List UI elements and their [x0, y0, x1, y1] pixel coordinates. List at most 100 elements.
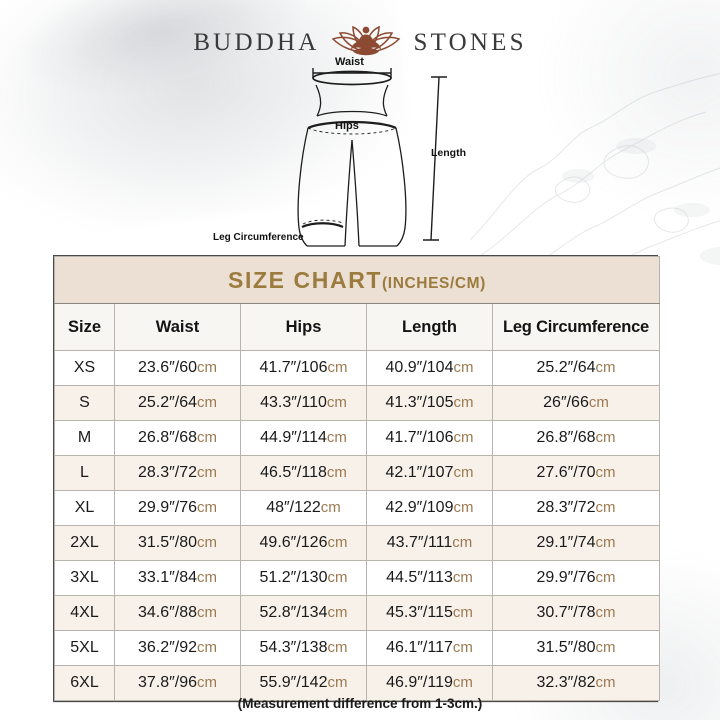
cell-waist-unit: cm: [197, 534, 218, 551]
cell-leg-circumference: 30.7″/78cm: [492, 595, 660, 631]
table-row: 5XL 36.2″/92cm 54.3″/138cm 46.1″/117cm 31.5″…: [54, 630, 660, 666]
garment-measurement-diagram: Waist Hips Length Leg Circumference: [195, 52, 495, 252]
cell-length-unit: cm: [452, 604, 473, 621]
cell-length-unit: cm: [453, 359, 474, 376]
cell-length-inches: 46.9″/119: [386, 674, 453, 691]
cell-leg-circumference-inches: 27.6″/70: [536, 464, 596, 481]
cell-waist-unit: cm: [197, 499, 218, 516]
cell-leg-circumference: 29.1″/74cm: [492, 525, 660, 561]
cell-waist-inches: 26.8″/68: [137, 429, 198, 446]
cell-length: 46.1″/117cm: [366, 630, 493, 666]
cell-length-inches: 42.1″/107: [385, 464, 454, 481]
cell-size: S: [54, 385, 115, 421]
cell-length-unit: cm: [453, 394, 474, 411]
cell-waist-unit: cm: [197, 464, 218, 481]
cell-waist: 31.5″/80cm: [114, 525, 241, 561]
brand-name-left: BUDDHA: [193, 29, 320, 56]
column-header-leg-circumference: Leg Circumference: [492, 303, 660, 351]
cell-length: 43.7″/111cm: [366, 525, 493, 561]
cell-length: 41.3″/105cm: [366, 385, 493, 421]
cell-waist-inches: 33.1″/84: [137, 569, 198, 586]
cell-hips-inches: 44.9″/114: [260, 429, 327, 446]
cell-length-inches: 46.1″/117: [386, 639, 453, 656]
cell-leg-circumference-unit: cm: [588, 394, 609, 411]
size-chart-body: XS 23.6″/60cm 41.7″/106cm 40.9″/104cm 25.2″/…: [54, 350, 660, 701]
cell-length-inches: 42.9″/109: [385, 499, 454, 516]
cell-waist-unit: cm: [197, 639, 218, 656]
table-row: 3XL 33.1″/84cm 51.2″/130cm 44.5″/113cm 29.9″…: [54, 560, 660, 596]
brand-logo-lockup: BUDDHA: [0, 18, 720, 68]
cell-hips-inches: 52.8″/134: [259, 604, 328, 621]
table-row: S 25.2″/64cm 43.3″/110cm 41.3″/105cm 26″/66c…: [54, 385, 660, 421]
cell-waist-inches: 31.5″/80: [137, 534, 198, 551]
cell-hips-inches: 55.9″/142: [259, 674, 328, 691]
measurement-footnote: (Measurement difference from 1-3cm.): [237, 696, 483, 711]
cell-leg-circumference: 26″/66cm: [492, 385, 660, 421]
table-row: L 28.3″/72cm 46.5″/118cm 42.1″/107cm 27.6″/7…: [54, 455, 660, 491]
cell-length: 45.3″/115cm: [366, 595, 493, 631]
table-row: 2XL 31.5″/80cm 49.6″/126cm 43.7″/111cm 29.1″…: [54, 525, 660, 561]
cell-length-unit: cm: [452, 674, 473, 691]
cell-size: 3XL: [54, 560, 115, 596]
cell-size: 4XL: [54, 595, 115, 631]
cell-length-inches: 45.3″/115: [386, 604, 453, 621]
cell-length-unit: cm: [452, 569, 473, 586]
cell-leg-circumference-unit: cm: [595, 569, 616, 586]
cell-hips-unit: cm: [326, 464, 347, 481]
cell-length-unit: cm: [453, 429, 474, 446]
cell-length: 40.9″/104cm: [366, 350, 493, 386]
column-header-row: Size Waist Hips Length Leg Circumference: [54, 303, 660, 351]
cell-leg-circumference: 32.3″/82cm: [492, 665, 660, 701]
cell-leg-circumference: 25.2″/64cm: [492, 350, 660, 386]
lotus-meditation-icon: [332, 25, 401, 56]
cell-hips-inches: 41.7″/106: [259, 359, 328, 376]
cell-leg-circumference-inches: 29.9″/76: [536, 569, 596, 586]
cell-leg-circumference-inches: 31.5″/80: [536, 639, 596, 656]
cell-waist-inches: 34.6″/88: [137, 604, 198, 621]
cell-length-unit: cm: [453, 499, 474, 516]
cell-waist-inches: 36.2″/92: [137, 639, 198, 656]
cell-leg-circumference-inches: 25.2″/64: [536, 359, 596, 376]
cell-size: M: [54, 420, 115, 456]
cell-waist-inches: 29.9″/76: [137, 499, 198, 516]
cell-hips-unit: cm: [327, 534, 348, 551]
cell-waist: 34.6″/88cm: [114, 595, 241, 631]
cell-hips-unit: cm: [327, 604, 348, 621]
cell-size: L: [54, 455, 115, 491]
cell-hips: 43.3″/110cm: [240, 385, 367, 421]
cell-hips-unit: cm: [320, 499, 341, 516]
cell-waist: 33.1″/84cm: [114, 560, 241, 596]
cell-hips-inches: 54.3″/138: [259, 639, 328, 656]
table-row: 4XL 34.6″/88cm 52.8″/134cm 45.3″/115cm 30.7″…: [54, 595, 660, 631]
cell-hips: 55.9″/142cm: [240, 665, 367, 701]
cell-hips: 54.3″/138cm: [240, 630, 367, 666]
cell-leg-circumference-inches: 26″/66: [543, 394, 589, 411]
chart-title-main: SIZE CHART: [228, 266, 383, 293]
cell-leg-circumference: 27.6″/70cm: [492, 455, 660, 491]
cell-waist-unit: cm: [197, 604, 218, 621]
diagram-label-leg-circumference: Leg Circumference: [213, 232, 304, 243]
cell-hips: 49.6″/126cm: [240, 525, 367, 561]
cell-hips-inches: 49.6″/126: [259, 534, 328, 551]
table-row: XL 29.9″/76cm 48″/122cm 42.9″/109cm 28.3″/72…: [54, 490, 660, 526]
cell-length-inches: 43.7″/111: [386, 534, 453, 551]
cell-waist-unit: cm: [197, 394, 218, 411]
cell-leg-circumference-unit: cm: [595, 604, 616, 621]
cell-leg-circumference-unit: cm: [595, 534, 616, 551]
cell-hips: 44.9″/114cm: [240, 420, 367, 456]
column-header-length: Length: [366, 303, 493, 351]
cell-waist: 25.2″/64cm: [114, 385, 241, 421]
size-chart-table: SIZE CHART(INCHES/CM) Size Waist Hips Le…: [54, 256, 660, 701]
cell-waist: 37.8″/96cm: [114, 665, 241, 701]
table-row: XS 23.6″/60cm 41.7″/106cm 40.9″/104cm 25.2″/…: [54, 350, 660, 386]
cell-hips-unit: cm: [327, 359, 348, 376]
cell-waist-unit: cm: [197, 429, 218, 446]
cell-length: 42.1″/107cm: [366, 455, 493, 491]
cell-leg-circumference-inches: 29.1″/74: [536, 534, 596, 551]
cell-length-unit: cm: [453, 464, 474, 481]
cell-leg-circumference: 29.9″/76cm: [492, 560, 660, 596]
chart-title-row: SIZE CHART(INCHES/CM): [54, 256, 660, 304]
cell-hips-unit: cm: [327, 639, 348, 656]
pants-illustration-icon: [297, 68, 447, 247]
